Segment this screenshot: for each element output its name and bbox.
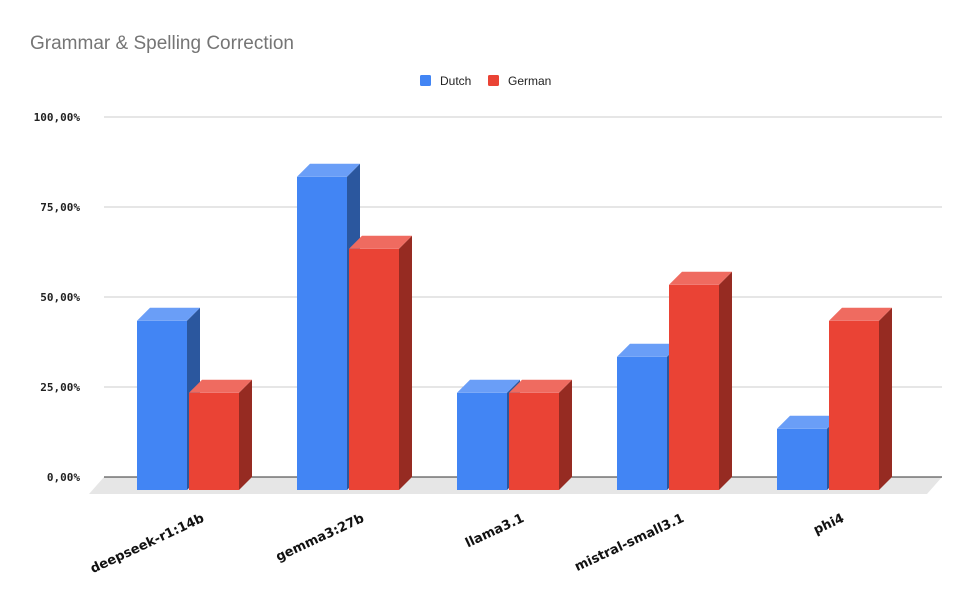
legend-label-german: German <box>508 74 551 88</box>
bar-top <box>137 307 200 321</box>
bar-german-llama3-1 <box>509 379 572 490</box>
bar-top <box>349 235 412 249</box>
bar-german-mistral-small3-1 <box>669 271 732 490</box>
bar-dutch-phi4 <box>777 415 840 490</box>
y-tick-label: 50,00% <box>40 291 80 304</box>
bar-german-deepseek-r1-14b <box>189 379 252 490</box>
x-tick-label: deepseek-r1:14b <box>88 511 206 577</box>
bar-front <box>349 248 399 490</box>
legend-swatch-german <box>488 75 499 86</box>
bar-front <box>777 428 827 490</box>
bar-top <box>829 307 892 321</box>
legend: Dutch German <box>420 74 551 88</box>
bar-side <box>399 235 412 490</box>
bar-front <box>297 176 347 491</box>
bar-top <box>189 379 252 393</box>
chart-title: Grammar & Spelling Correction <box>30 33 294 54</box>
bar-german-phi4 <box>829 307 892 490</box>
bar-side <box>559 379 572 490</box>
x-tick-label: gemma3:27b <box>274 511 367 565</box>
legend-swatch-dutch <box>420 75 431 86</box>
bar-dutch-gemma3-27b <box>297 163 360 491</box>
y-tick-label: 0,00% <box>47 471 80 484</box>
bar-front <box>509 392 559 490</box>
bars <box>137 163 892 491</box>
bar-top <box>297 163 360 177</box>
y-tick-label: 100,00% <box>34 111 81 124</box>
bar-front <box>137 320 187 490</box>
bar-front <box>829 320 879 490</box>
bar-top <box>509 379 572 393</box>
legend-label-dutch: Dutch <box>440 74 471 88</box>
y-tick-label: 75,00% <box>40 201 80 214</box>
bar-side <box>879 307 892 490</box>
x-tick-label: mistral-small3.1 <box>573 511 687 575</box>
y-tick-label: 25,00% <box>40 381 80 394</box>
x-axis-ticks: deepseek-r1:14b gemma3:27b llama3.1 mistral… <box>88 511 846 577</box>
bar-german-gemma3-27b <box>349 235 412 490</box>
x-tick-label: phi4 <box>811 511 846 538</box>
bar-side <box>239 379 252 490</box>
bar-top <box>777 415 840 429</box>
bar-front <box>189 392 239 490</box>
x-tick-label: llama3.1 <box>463 511 526 551</box>
bar-front <box>457 392 507 490</box>
bar-front <box>669 284 719 490</box>
bar-side <box>719 271 732 490</box>
bar-top <box>617 343 680 357</box>
bar-top <box>457 379 520 393</box>
bar-top <box>669 271 732 285</box>
bar-front <box>617 356 667 490</box>
y-axis-ticks: 0,00% 25,00% 50,00% 75,00% 100,00% <box>34 111 81 484</box>
